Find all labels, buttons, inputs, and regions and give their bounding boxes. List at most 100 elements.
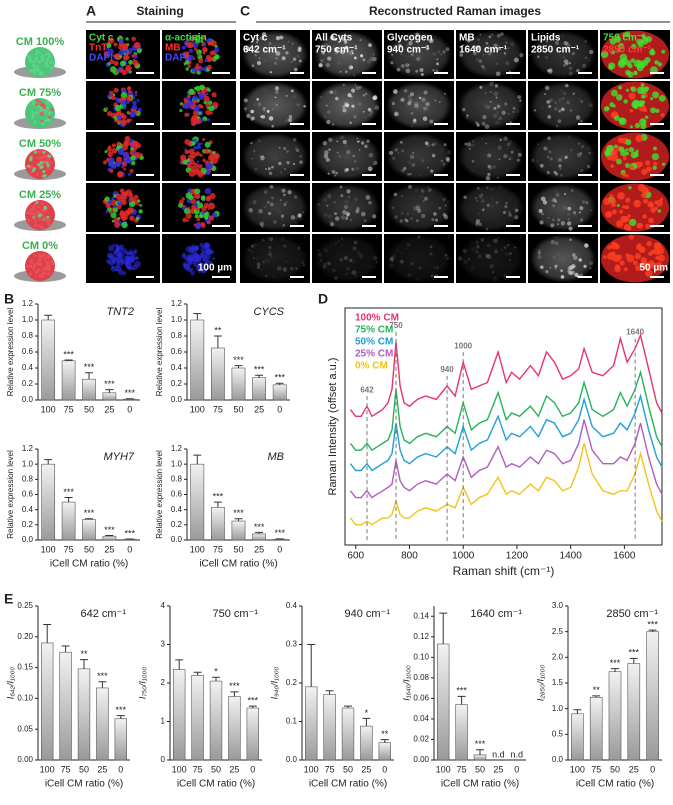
x-axis-label: Raman shift (cm⁻¹) (453, 564, 555, 578)
raman-speckle (267, 168, 272, 173)
raman-speckle (414, 188, 419, 193)
raman-speckle (441, 149, 444, 152)
raman-speckle (476, 199, 479, 202)
raman-speckle (508, 211, 512, 215)
y-tick-label: 0.04 (413, 714, 429, 723)
raman-speckle (550, 240, 555, 245)
raman-speckle (506, 167, 511, 172)
sphere-dot (42, 105, 47, 110)
raman-speckle (558, 254, 561, 257)
sphere-dot (32, 266, 36, 271)
raman-speckle (616, 158, 622, 165)
cell-signal (113, 87, 119, 93)
raman-speckle (368, 43, 372, 47)
cell-signal (188, 48, 194, 54)
x-axis-label: iCell CM ratio (%) (441, 779, 519, 790)
raman-speckle (638, 246, 646, 254)
sphere-dot (44, 60, 49, 65)
raman-speckle (481, 162, 485, 166)
raman-speckle (267, 201, 270, 204)
raman-speckle (654, 200, 658, 205)
raman-speckle (354, 274, 358, 278)
raman-speckle (367, 107, 372, 112)
raman-speckle (648, 217, 654, 224)
sphere-dot (42, 102, 46, 107)
raman-speckle (420, 73, 424, 76)
raman-speckle (334, 276, 338, 280)
raman-speckle (339, 258, 343, 262)
raman-speckle (436, 58, 439, 61)
raman-speckle (545, 99, 547, 101)
cell-signal (195, 205, 198, 209)
raman-speckle (351, 88, 356, 93)
error-bar (80, 659, 88, 669)
raman-speckle (280, 218, 284, 221)
sphere-dot (35, 172, 39, 176)
cell-signal (190, 267, 194, 271)
raman-speckle (504, 102, 508, 106)
raman-speckle (572, 253, 576, 257)
y-tick-label: 0.4 (286, 601, 298, 610)
raman-speckle (585, 201, 589, 204)
cell-signal (115, 97, 120, 102)
channel-label: MB (165, 43, 181, 54)
error-bar (175, 659, 184, 670)
sphere-dot (31, 110, 35, 115)
raman-speckle (607, 212, 612, 217)
cell-signal (120, 199, 127, 206)
column-label: Lipids (531, 33, 561, 44)
chart-title: MYH7 (103, 451, 134, 463)
raman-speckle (641, 168, 648, 175)
raman-speckle (388, 263, 394, 269)
raman-speckle (430, 274, 434, 278)
raman-speckle (362, 93, 366, 97)
cell-signal (189, 159, 195, 165)
y-tick-label: 4 (161, 601, 166, 610)
raman-speckle (285, 201, 288, 204)
raman-speckle (346, 266, 350, 271)
cell-signal (200, 142, 203, 146)
cell-signal (128, 111, 132, 115)
cell-signal (208, 89, 211, 92)
sphere-dot (34, 67, 38, 71)
raman-speckle (299, 155, 302, 158)
bar (455, 704, 468, 761)
raman-speckle (407, 172, 410, 176)
error-bar (116, 715, 125, 719)
y-tick-label: 0.4 (22, 505, 34, 514)
raman-speckle (364, 116, 367, 119)
significance: *** (274, 528, 285, 538)
sphere-dot (35, 111, 39, 115)
raman-speckle (571, 51, 576, 56)
cell-signal (102, 160, 108, 165)
raman-speckle (554, 190, 558, 194)
cell-signal (133, 55, 138, 59)
cell-signal (115, 104, 122, 112)
y-tick-label: 0.10 (413, 652, 429, 661)
raman-speckle (542, 200, 548, 205)
raman-speckle (471, 169, 475, 172)
raman-speckle (586, 164, 591, 169)
raman-speckle (476, 123, 480, 127)
raman-speckle (287, 40, 290, 43)
raman-blob (386, 81, 452, 130)
raman-speckle (251, 116, 256, 121)
raman-speckle (651, 153, 659, 161)
raman-speckle (258, 57, 261, 60)
raman-speckle (266, 109, 270, 113)
cell-signal (113, 60, 119, 66)
cell-signal (105, 202, 111, 209)
cell-signal (204, 141, 211, 148)
sphere-dot (27, 219, 31, 223)
raman-speckle (640, 83, 645, 87)
raman-speckle (478, 222, 482, 226)
raman-speckle (566, 42, 569, 45)
sphere-dot (34, 52, 39, 56)
raman-speckle (614, 115, 620, 121)
cell-signal (209, 50, 215, 56)
raman-speckle (327, 172, 330, 175)
sphere-dot (37, 104, 41, 109)
raman-speckle (442, 212, 447, 217)
raman-speckle (421, 213, 426, 219)
raman-speckle (435, 273, 438, 277)
